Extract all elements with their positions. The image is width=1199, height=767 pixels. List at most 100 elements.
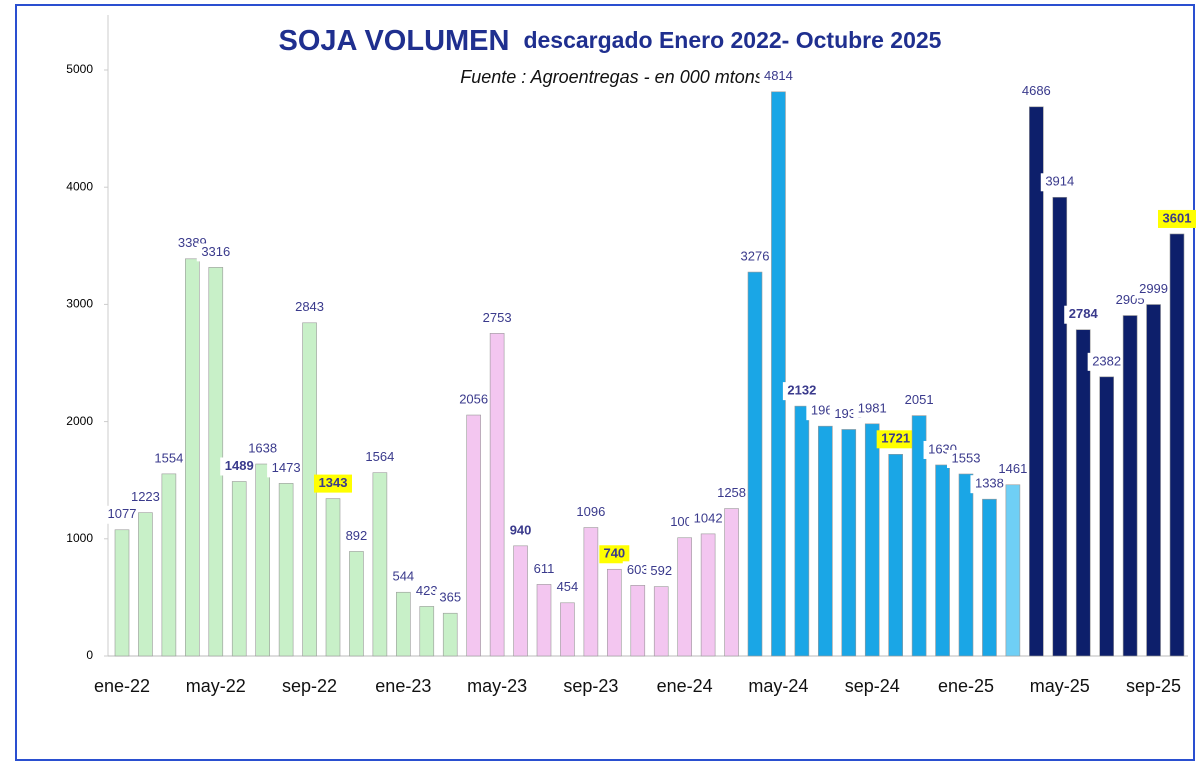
value-label: 611	[529, 560, 559, 579]
bar	[231, 481, 247, 657]
value-label: 365	[435, 589, 466, 608]
x-tick-label: ene-22	[94, 676, 150, 696]
value-label: 1473	[267, 459, 306, 478]
bar	[864, 423, 880, 657]
bar	[1075, 329, 1091, 657]
value-label-box	[341, 527, 372, 546]
value-label-box	[454, 391, 493, 410]
value-label: 4686	[1017, 82, 1056, 101]
value-label: 544	[388, 568, 419, 587]
value-label-box	[1064, 305, 1103, 324]
value-label-box	[853, 399, 892, 418]
value-label: 1461	[993, 460, 1032, 479]
value-label-text: 1461	[998, 461, 1027, 476]
value-label-text: 1554	[154, 450, 183, 465]
value-label-box	[505, 521, 536, 540]
bar	[911, 415, 927, 657]
bar	[982, 498, 997, 657]
value-label-box	[220, 457, 259, 476]
bar	[1169, 233, 1185, 657]
y-tick-label: 0	[86, 648, 93, 662]
value-label-box	[1040, 173, 1079, 192]
value-label: 2056	[454, 391, 493, 410]
value-label-text: 2843	[295, 299, 324, 314]
value-label-text: 592	[650, 563, 672, 578]
value-label: 2132	[782, 382, 821, 401]
bar	[677, 537, 692, 657]
x-tick-label: sep-25	[1126, 676, 1181, 696]
value-label: 1258	[712, 484, 751, 503]
value-label-text: 1553	[952, 450, 981, 465]
bar	[278, 483, 294, 657]
value-label: 3914	[1040, 173, 1079, 192]
x-tick-label: ene-24	[657, 676, 713, 696]
bar	[700, 533, 716, 657]
bar	[349, 551, 364, 657]
value-label-box	[435, 589, 466, 608]
value-label-box	[290, 298, 329, 317]
bar	[560, 602, 575, 657]
bar	[1029, 106, 1044, 657]
value-label-text: 1042	[694, 510, 723, 525]
value-label-box	[478, 309, 517, 328]
value-label-box	[622, 561, 653, 580]
value-label-text: 2999	[1139, 281, 1168, 296]
y-tick-label: 1000	[66, 531, 93, 545]
value-label: 1553	[947, 449, 985, 468]
value-label-box	[876, 430, 915, 449]
value-label-box	[689, 509, 728, 528]
value-label-box	[782, 382, 821, 401]
x-tick-label: may-22	[186, 676, 246, 696]
value-label-text: 1343	[319, 475, 348, 490]
value-label-box	[1087, 352, 1126, 371]
value-label: 2382	[1087, 352, 1126, 371]
value-label: 1981	[853, 399, 892, 418]
value-label-text: 740	[603, 546, 625, 561]
bar	[771, 91, 786, 657]
value-label-box	[759, 67, 798, 86]
y-tick-label: 3000	[66, 297, 93, 311]
value-label-box	[712, 484, 751, 503]
bar	[630, 585, 646, 657]
value-label-text: 3276	[741, 248, 770, 263]
value-label-text: 1223	[131, 489, 160, 504]
bar	[724, 508, 739, 657]
value-label-text: 1489	[225, 458, 254, 473]
bar	[794, 405, 810, 657]
value-label-text: 1564	[365, 449, 394, 464]
value-label: 2784	[1064, 305, 1103, 324]
value-label: 2999	[1134, 280, 1173, 299]
x-tick-label: ene-25	[938, 676, 994, 696]
title-detail: descargado Enero 2022- Octubre 2025	[523, 27, 941, 53]
value-label-box	[243, 440, 282, 459]
value-label-box	[126, 488, 165, 507]
value-label-box	[388, 568, 419, 587]
value-label: 603	[622, 561, 653, 580]
value-label: 1042	[689, 509, 728, 528]
value-label: 740	[599, 545, 630, 564]
bar	[607, 568, 622, 657]
value-label-text: 940	[510, 522, 532, 537]
value-label-text: 2382	[1092, 353, 1121, 368]
value-label-text: 1077	[108, 506, 137, 521]
bar	[442, 612, 458, 657]
value-label: 1554	[149, 449, 188, 468]
y-tick-label: 2000	[66, 414, 93, 428]
value-label: 3276	[736, 248, 774, 267]
value-label: 1638	[243, 440, 282, 459]
value-label-box	[267, 459, 306, 478]
value-label-box	[993, 460, 1032, 479]
value-label-box	[599, 545, 630, 564]
value-label-box	[529, 560, 559, 579]
value-label: 1223	[126, 488, 165, 507]
bar	[255, 463, 270, 657]
value-label-text: 4814	[764, 68, 793, 83]
value-label-box	[947, 449, 985, 468]
value-label-box	[360, 448, 399, 467]
value-label: 1343	[314, 474, 352, 493]
title-main: SOJA VOLUMEN	[279, 25, 510, 57]
value-label-text: 1096	[576, 504, 605, 519]
value-label-text: 365	[439, 590, 461, 605]
value-label-text: 1721	[881, 431, 910, 446]
